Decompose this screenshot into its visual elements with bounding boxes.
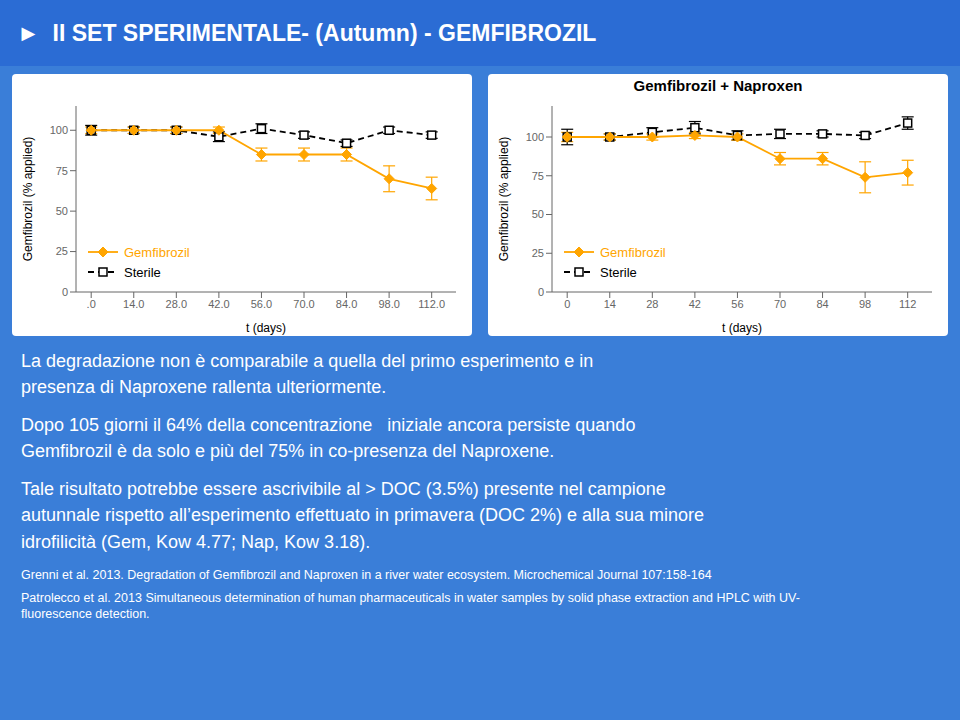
svg-text:.0: .0 [87,298,96,310]
svg-text:42: 42 [689,298,701,310]
svg-text:98: 98 [859,298,871,310]
html-text:Gemfibrozil: Gemfibrozil [124,244,190,260]
svg-text:42.0: 42.0 [208,298,229,310]
svg-text:56: 56 [731,298,743,310]
svg-text:0: 0 [564,298,570,310]
svg-text:14.0: 14.0 [123,298,144,310]
svg-text:0: 0 [538,286,544,298]
svg-text:100: 100 [50,124,68,136]
html-text:La degradazione non è comparab: La degradazione non è comparabile a quel… [21,351,594,398]
svg-text:50: 50 [56,205,68,217]
svg-text:25: 25 [532,247,544,259]
svg-text:56.0: 56.0 [251,298,272,310]
svg-text:Gemfibrozil (% applied): Gemfibrozil (% applied) [21,137,35,262]
svg-text:25: 25 [56,245,68,257]
html-text:Sterile: Sterile [600,264,637,280]
svg-text:112.0: 112.0 [418,298,445,310]
svg-text:28.0: 28.0 [166,298,187,310]
svg-text:75: 75 [532,170,544,182]
svg-text:28: 28 [646,298,658,310]
html-text:Sterile: Sterile [124,264,161,280]
html-text:Gemfibrozil: Gemfibrozil [600,244,666,260]
html-text:Grenni et al. 2013. Degradatio: Grenni et al. 2013. Degradation of Gemfi… [21,567,712,582]
svg-text:70: 70 [774,298,786,310]
svg-text:t (days): t (days) [722,321,762,335]
svg-text:100: 100 [526,131,544,143]
svg-text:70.0: 70.0 [293,298,314,310]
svg-text:50: 50 [532,208,544,220]
html-text:Tale risultato potrebbe essere: Tale risultato potrebbe essere ascrivibi… [21,479,704,552]
svg-text:Gemfibrozil (% applied): Gemfibrozil (% applied) [497,137,511,262]
svg-text:0: 0 [62,286,68,298]
svg-text:84: 84 [816,298,828,310]
html-text:Patrolecco et al. 2013 Simulta: Patrolecco et al. 2013 Simultaneous dete… [21,590,800,622]
svg-text:75: 75 [56,165,68,177]
html-text:Gemfibrozil + Naproxen: Gemfibrozil + Naproxen [633,77,803,94]
svg-text:84.0: 84.0 [336,298,357,310]
svg-text:98.0: 98.0 [378,298,399,310]
svg-text:14: 14 [604,298,616,310]
svg-text:t (days): t (days) [246,321,286,335]
html-text:Dopo 105 giorni il 64% della c: Dopo 105 giorni il 64% della concentrazi… [21,415,636,462]
svg-text:112: 112 [899,298,917,310]
html-text:► II SET SPERIMENTALE- (Autumn: ► II SET SPERIMENTALE- (Autumn) - GEMFIB… [17,20,597,46]
